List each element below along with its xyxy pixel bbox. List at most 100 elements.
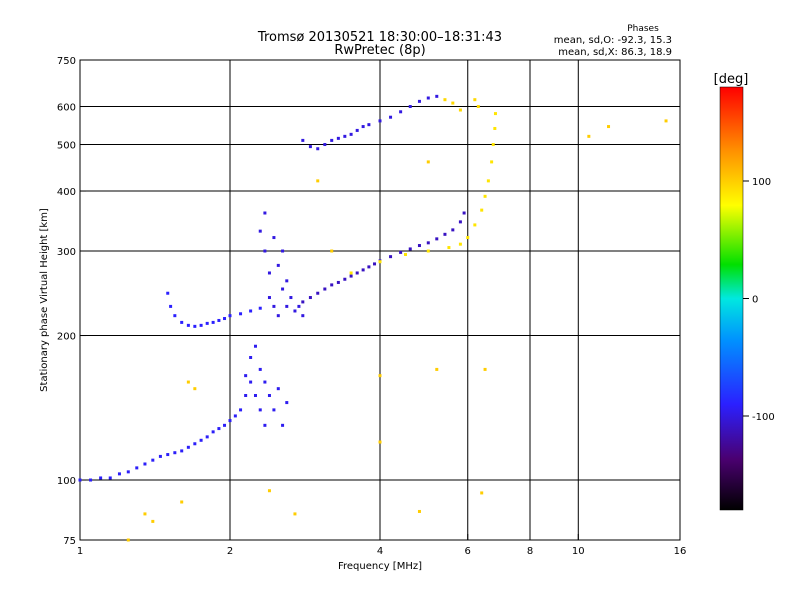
data-point [301, 314, 305, 318]
data-point [330, 249, 334, 253]
data-point [281, 249, 285, 253]
data-point [297, 304, 301, 308]
data-point [664, 119, 668, 123]
data-point [289, 296, 293, 300]
x-tick-label: 16 [674, 546, 687, 557]
data-point [417, 99, 421, 103]
data-point [169, 304, 173, 308]
data-point [263, 380, 267, 384]
data-point [480, 491, 484, 495]
data-point [361, 125, 365, 129]
data-point [308, 296, 312, 300]
data-point [108, 476, 112, 480]
data-point [480, 208, 484, 212]
data-point [258, 408, 262, 412]
phases-legend-x: mean, sd,X: 86.3, 18.9 [558, 47, 672, 58]
data-point [276, 314, 280, 318]
data-point [323, 143, 327, 147]
data-point [458, 220, 462, 224]
y-tick-label: 400 [57, 187, 76, 198]
data-point [205, 435, 209, 439]
data-point [343, 134, 347, 138]
data-point [281, 287, 285, 291]
data-point [483, 194, 487, 198]
data-point [244, 394, 248, 398]
data-point [253, 394, 257, 398]
data-point [78, 478, 82, 482]
data-point [435, 367, 439, 371]
data-point [244, 374, 248, 378]
plot-area: 1 2 4 6 8 10 16 75 100 200 300 400 500 600 750 [57, 56, 686, 557]
data-point [408, 247, 412, 251]
data-point [186, 445, 190, 449]
y-tick-label: 750 [57, 56, 76, 67]
y-tick-label: 300 [57, 247, 76, 258]
data-point [180, 320, 184, 324]
axis-ticks: 1 2 4 6 8 10 16 75 100 200 300 400 500 600 750 [57, 56, 686, 557]
data-point [389, 255, 393, 259]
data-point [180, 449, 184, 453]
data-point [263, 249, 267, 253]
data-point [349, 271, 353, 275]
data-point [435, 237, 439, 241]
chart-subtitle: RwPretec (8p) [334, 43, 425, 58]
data-point [301, 138, 305, 142]
data-point [126, 470, 130, 474]
gridlines [80, 60, 680, 540]
data-point [249, 309, 253, 313]
colorbar-tick-label: 0 [752, 295, 758, 306]
data-point [199, 323, 203, 327]
x-tick-label: 6 [465, 546, 471, 557]
data-point [493, 126, 497, 130]
data-point [151, 458, 155, 462]
data-point [323, 287, 327, 291]
data-point [473, 223, 477, 227]
data-point [173, 314, 177, 318]
data-point [239, 408, 243, 412]
data-point [293, 309, 297, 313]
data-point [373, 262, 377, 266]
y-tick-label: 200 [57, 332, 76, 343]
data-point [399, 250, 403, 254]
data-point [272, 408, 276, 412]
data-point [272, 236, 276, 240]
data-point [249, 380, 253, 384]
colorbar: [deg] 100 0 -100 [714, 72, 775, 511]
data-points [78, 94, 668, 542]
data-point [166, 453, 170, 457]
data-point [276, 387, 280, 391]
data-point [389, 115, 393, 119]
data-point [223, 423, 227, 427]
data-point [158, 454, 162, 458]
data-point [285, 401, 289, 405]
x-tick-label: 1 [77, 546, 83, 557]
data-point [447, 246, 451, 250]
colorbar-tick-label: -100 [752, 412, 775, 423]
data-point [233, 414, 237, 418]
data-point [186, 380, 190, 384]
data-point [228, 314, 232, 318]
data-point [272, 304, 276, 308]
chart-title: Tromsø 20130521 18:30:00–18:31:43 [257, 30, 502, 45]
colorbar-tick-label: 100 [752, 177, 771, 188]
data-point [249, 355, 253, 359]
data-point [417, 244, 421, 248]
data-point [126, 538, 130, 542]
data-point [117, 472, 121, 476]
colorbar-gradient [719, 86, 744, 511]
y-tick-label: 100 [57, 476, 76, 487]
data-point [426, 249, 430, 253]
data-point [476, 105, 480, 109]
data-point [263, 423, 267, 427]
phases-legend-title: Phases [627, 24, 659, 34]
data-point [143, 462, 147, 466]
data-point [228, 419, 232, 423]
y-tick-label: 75 [63, 536, 76, 547]
data-point [483, 367, 487, 371]
data-point [330, 138, 334, 142]
data-point [426, 96, 430, 100]
data-point [378, 260, 382, 264]
data-point [316, 147, 320, 151]
x-axis-label: Frequency [MHz] [338, 561, 422, 572]
